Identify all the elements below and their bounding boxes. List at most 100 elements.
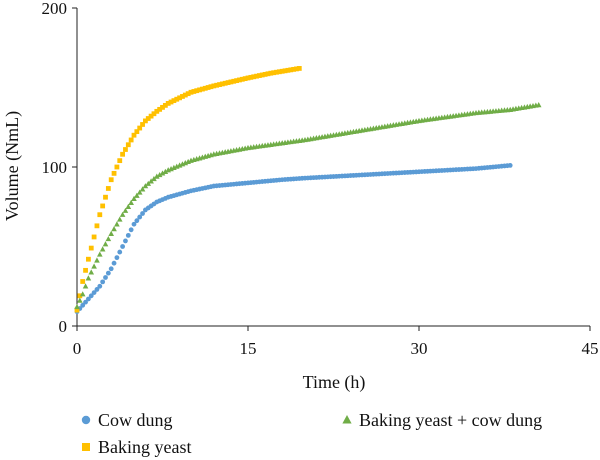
data-point (245, 75, 251, 81)
data-point (103, 194, 108, 200)
data-point (237, 77, 242, 83)
data-point (136, 189, 143, 195)
data-point (282, 68, 288, 74)
data-point (194, 88, 200, 94)
data-point (160, 104, 165, 110)
data-point (262, 71, 268, 77)
x-tick-label: 15 (240, 339, 257, 358)
data-point (91, 290, 97, 296)
legend-marker (82, 443, 90, 451)
data-point (142, 183, 149, 189)
y-axis-title: Volume (NmL) (2, 111, 23, 221)
data-point (108, 177, 114, 183)
data-point (82, 283, 89, 289)
data-point (214, 82, 220, 88)
data-point (134, 129, 140, 135)
data-point (140, 122, 145, 127)
data-point (217, 82, 222, 87)
data-point (105, 270, 111, 276)
data-point (128, 199, 134, 205)
data-point (208, 84, 214, 90)
data-point (140, 211, 145, 216)
data-point (122, 207, 129, 213)
data-point (248, 74, 254, 80)
data-point (268, 70, 274, 76)
y-tick-label: 200 (42, 0, 68, 18)
data-point (265, 71, 271, 77)
data-point (162, 168, 169, 174)
data-point (182, 92, 188, 98)
data-point (83, 267, 88, 273)
data-point (134, 218, 140, 224)
x-axis-title: Time (h) (303, 372, 366, 393)
legend-marker (342, 415, 352, 424)
data-point (202, 85, 208, 91)
data-point (162, 102, 168, 108)
data-point (211, 83, 217, 89)
data-point (117, 249, 123, 255)
data-point (185, 91, 191, 97)
data-point (225, 80, 231, 85)
data-point (80, 279, 86, 284)
data-point (294, 66, 299, 72)
data-point (134, 192, 140, 198)
data-point (254, 73, 259, 79)
data-point (88, 269, 95, 275)
data-point (219, 81, 225, 87)
data-point (156, 171, 163, 178)
data-point (188, 89, 194, 95)
data-point (102, 241, 109, 247)
data-point (91, 263, 97, 269)
data-point (137, 214, 143, 220)
y-tick-label: 100 (42, 158, 68, 177)
data-point (180, 94, 185, 99)
data-point (79, 291, 86, 297)
legend-marker (81, 415, 91, 425)
data-point (108, 266, 114, 272)
data-point (159, 170, 166, 176)
data-point (74, 303, 80, 310)
data-point (100, 203, 106, 209)
tick-labels: 0 15 30 45 0 100 200 (42, 0, 599, 358)
data-point (165, 101, 171, 106)
data-point (114, 164, 120, 170)
data-point (86, 256, 91, 262)
data-point (111, 260, 117, 266)
data-point (197, 87, 202, 93)
series-2 (74, 101, 542, 310)
data-point (274, 69, 279, 75)
data-point (88, 293, 94, 299)
data-point (77, 293, 83, 299)
data-point (123, 147, 128, 152)
data-point (94, 223, 100, 229)
data-point (105, 235, 112, 242)
plot-points (74, 66, 542, 315)
series-1 (74, 66, 302, 313)
data-point (100, 279, 106, 285)
data-point (125, 203, 132, 209)
legend: Cow dung Baking yeast Baking yeast + cow d… (81, 410, 542, 457)
x-tick-label: 0 (73, 339, 82, 358)
data-point (119, 211, 126, 217)
data-point (99, 246, 106, 252)
data-point (259, 72, 265, 78)
data-point (139, 186, 146, 192)
data-point (137, 125, 143, 131)
data-point (222, 80, 228, 86)
data-point (123, 238, 128, 244)
data-point (85, 275, 92, 281)
data-point (114, 221, 120, 227)
data-point (200, 86, 205, 92)
data-point (288, 67, 294, 73)
data-point (228, 79, 234, 85)
data-point (276, 69, 282, 75)
data-point (145, 116, 151, 121)
data-point (120, 151, 125, 157)
data-point (117, 158, 123, 164)
data-point (148, 178, 154, 184)
data-point (154, 173, 160, 179)
data-point (125, 232, 131, 238)
data-point (151, 111, 157, 117)
y-tick-label: 0 (59, 317, 68, 336)
